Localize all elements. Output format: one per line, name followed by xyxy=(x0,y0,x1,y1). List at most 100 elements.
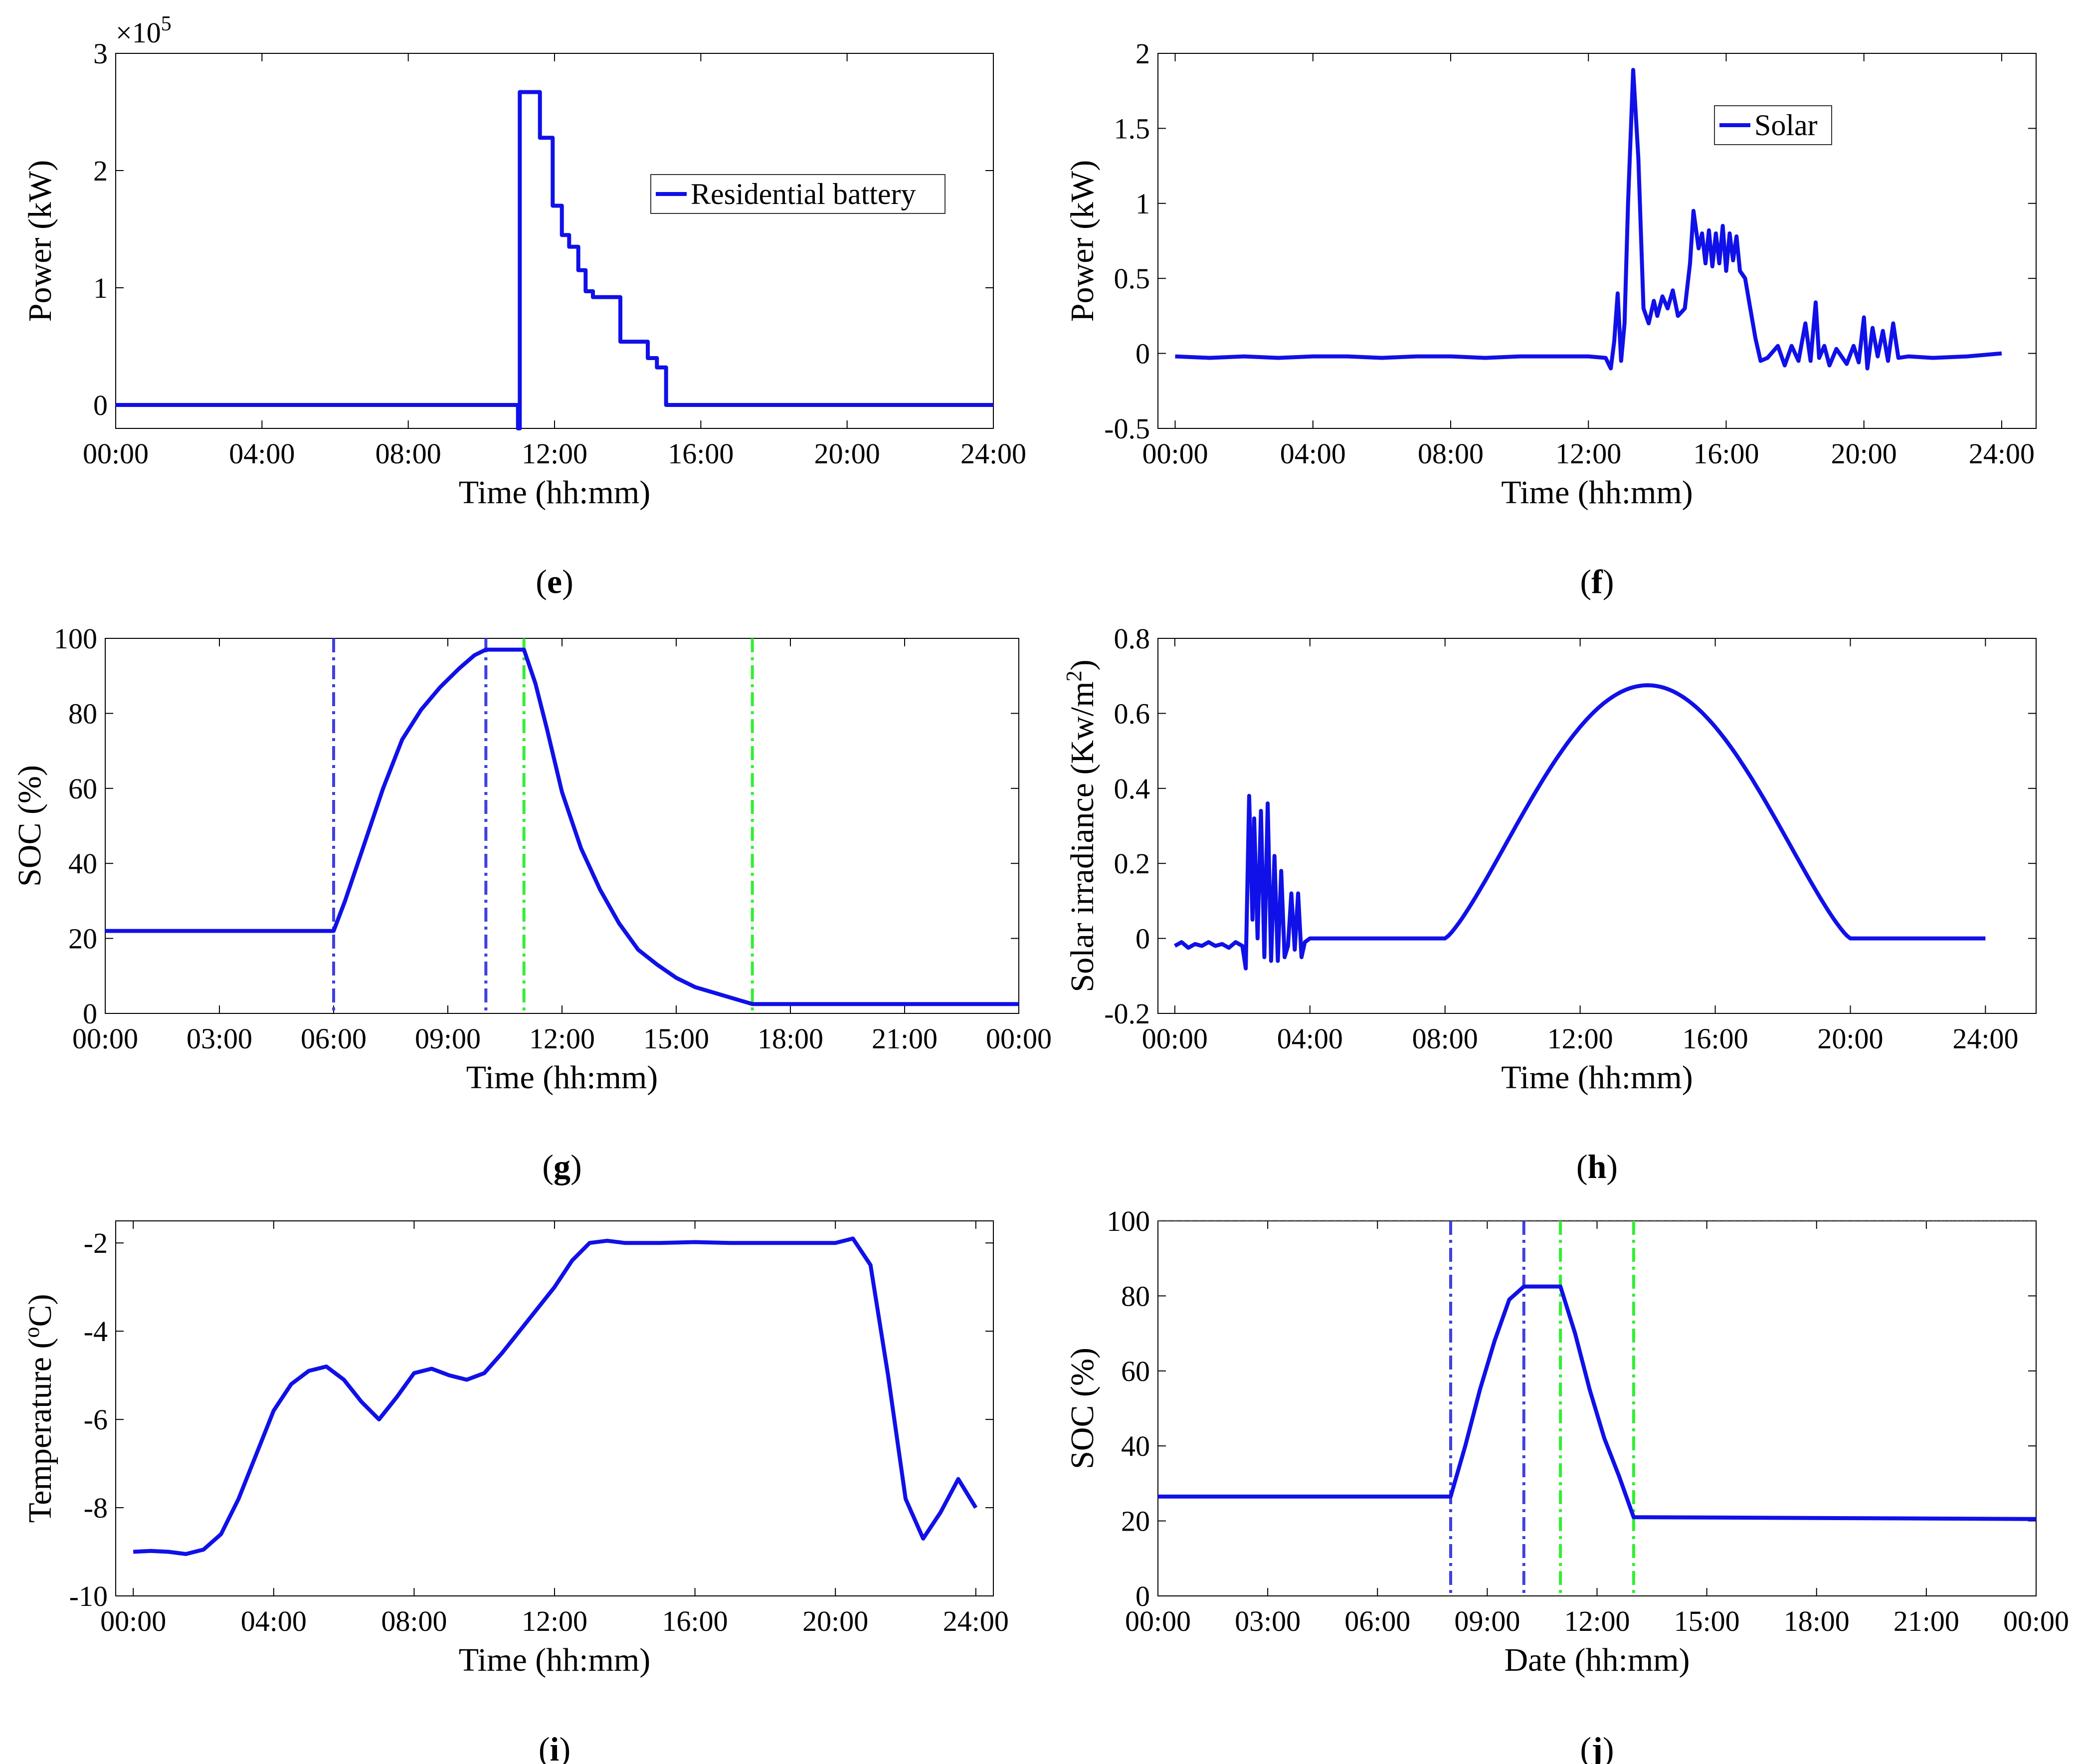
x-tick-label: 08:00 xyxy=(1412,1022,1478,1055)
y-tick-label: 3 xyxy=(93,37,108,70)
y-tick-label: 100 xyxy=(54,622,97,655)
y-tick-label: 20 xyxy=(1121,1505,1150,1538)
y-axis-label-sup: 2 xyxy=(1062,670,1086,681)
x-tick-label: 00:00 xyxy=(1142,437,1208,470)
y-tick-label: 100 xyxy=(1107,1205,1150,1237)
x-axis-label: Time (hh:mm) xyxy=(459,1642,650,1678)
x-tick-label: 04:00 xyxy=(229,437,295,470)
plot-frame xyxy=(115,1220,994,1596)
caption-letter: g xyxy=(554,1148,570,1185)
y-tick-label: 0.8 xyxy=(1114,622,1150,655)
x-axis-label: Time (hh:mm) xyxy=(466,1059,658,1096)
y-axis-label: Power (kW) xyxy=(1064,160,1101,322)
y-axis-label-main: Power (kW) xyxy=(22,160,58,322)
y-tick-label: 40 xyxy=(68,847,97,880)
chart-g: 00:00 03:00 06:00 09:00 12:00 15:00 18:00 21:00… xyxy=(11,622,1052,1185)
series-line xyxy=(105,647,1019,1006)
series-line xyxy=(133,1236,978,1556)
x-tick-label: 04:00 xyxy=(241,1605,307,1637)
x-tick-label: 04:00 xyxy=(1280,437,1346,470)
y-tick-label: 20 xyxy=(68,923,97,955)
x-tick-label: 16:00 xyxy=(662,1605,728,1637)
caption-letter: f xyxy=(1591,563,1603,600)
x-tick-label: 03:00 xyxy=(1235,1605,1301,1637)
y-tick-label: -6 xyxy=(84,1403,108,1436)
subfigure-caption: (h) xyxy=(1576,1148,1618,1185)
caption-open: ( xyxy=(539,1730,550,1764)
y-axis-label-main: Solar irradiance (Kw/m xyxy=(1064,681,1101,992)
y-tick-label: -10 xyxy=(69,1580,108,1612)
y-tick-label: -8 xyxy=(84,1492,108,1524)
chart-e: 00:00 04:00 08:00 12:00 16:00 20:00 24:00 0 1 2 3 T… xyxy=(22,12,1026,600)
y-tick-label: 0 xyxy=(1135,1580,1150,1612)
y-tick-label: 0 xyxy=(93,389,108,421)
x-tick-label: 00:00 xyxy=(1142,1022,1208,1055)
y-axis-label: SOC (%) xyxy=(1064,1348,1101,1469)
x-tick-label: 12:00 xyxy=(1547,1022,1613,1055)
x-tick-label: 20:00 xyxy=(802,1605,868,1637)
x-tick-label: 20:00 xyxy=(814,437,880,470)
y-tick-label: -0.5 xyxy=(1104,412,1150,445)
caption-open: ( xyxy=(1580,563,1592,600)
plot-frame xyxy=(1157,638,2037,1014)
x-tick-label: 16:00 xyxy=(1682,1022,1748,1055)
y-multiplier: ×105 xyxy=(116,12,172,49)
plot-frame xyxy=(105,638,1019,1014)
y-multiplier-exp: 5 xyxy=(161,12,172,35)
caption-letter: h xyxy=(1588,1148,1607,1185)
y-axis-label: Temperature (oC) xyxy=(19,1294,58,1523)
y-tick-label: 2 xyxy=(93,155,108,187)
y-axis-label-end: ) xyxy=(1064,659,1101,670)
y-tick-label: 0.2 xyxy=(1114,847,1150,880)
caption-close: ) xyxy=(570,1148,582,1185)
x-tick-label: 08:00 xyxy=(376,437,441,470)
x-tick-label: 18:00 xyxy=(757,1022,823,1055)
y-axis-label: Power (kW) xyxy=(22,160,58,322)
caption-close: ) xyxy=(559,1730,570,1764)
chart-j: 00:00 03:00 06:00 09:00 12:00 15:00 18:00 21:00… xyxy=(1064,1205,2069,1764)
legend-label: Residential battery xyxy=(691,178,916,210)
y-axis-label: SOC (%) xyxy=(11,765,48,887)
x-axis-label: Time (hh:mm) xyxy=(1501,474,1693,511)
x-tick-label: 24:00 xyxy=(960,437,1026,470)
plot-frame xyxy=(115,53,994,429)
y-tick-label: 0 xyxy=(83,997,97,1030)
y-multiplier-base: ×10 xyxy=(116,16,161,49)
chart-h: 00:00 04:00 08:00 12:00 16:00 20:00 24:00 -0.2 0… xyxy=(1062,622,2037,1185)
x-tick-label: 08:00 xyxy=(1418,437,1484,470)
x-tick-label: 20:00 xyxy=(1817,1022,1883,1055)
x-axis-label: Date (hh:mm) xyxy=(1504,1642,1690,1678)
legend-label: Solar xyxy=(1754,109,1818,142)
caption-letter: j xyxy=(1591,1730,1603,1764)
y-tick-label: 1.5 xyxy=(1114,112,1150,145)
x-tick-label: 12:00 xyxy=(529,1022,595,1055)
caption-close: ) xyxy=(1603,563,1614,600)
y-tick-label: -0.2 xyxy=(1104,997,1150,1030)
chart-i: 00:00 04:00 08:00 12:00 16:00 20:00 24:00 -10 -8… xyxy=(19,1220,1009,1764)
series-line xyxy=(116,90,993,430)
x-tick-label: 00:00 xyxy=(83,437,149,470)
subfigure-caption: (e) xyxy=(536,563,573,600)
y-tick-label: 60 xyxy=(68,773,97,805)
y-axis-label-sup: o xyxy=(19,1327,44,1338)
x-tick-label: 21:00 xyxy=(872,1022,938,1055)
y-tick-label: 60 xyxy=(1121,1355,1150,1387)
caption-open: ( xyxy=(542,1148,554,1185)
caption-letter: e xyxy=(547,563,562,600)
x-tick-label: 04:00 xyxy=(1277,1022,1343,1055)
subfigure-caption: (f) xyxy=(1580,563,1614,600)
x-tick-label: 16:00 xyxy=(668,437,734,470)
x-tick-label: 21:00 xyxy=(1893,1605,1959,1637)
caption-open: ( xyxy=(536,563,547,600)
y-axis-label-end: C) xyxy=(22,1294,58,1327)
y-axis-label-main: Temperature ( xyxy=(22,1338,58,1523)
x-tick-label: 24:00 xyxy=(1969,437,2035,470)
y-tick-label: 0 xyxy=(1135,923,1150,955)
y-tick-label: 0 xyxy=(1135,338,1150,370)
y-tick-label: 80 xyxy=(68,697,97,730)
caption-letter: i xyxy=(550,1730,560,1764)
x-tick-label: 03:00 xyxy=(187,1022,252,1055)
y-tick-label: -4 xyxy=(84,1315,108,1348)
x-tick-label: 00:00 xyxy=(1125,1605,1191,1637)
x-tick-label: 15:00 xyxy=(1674,1605,1740,1637)
